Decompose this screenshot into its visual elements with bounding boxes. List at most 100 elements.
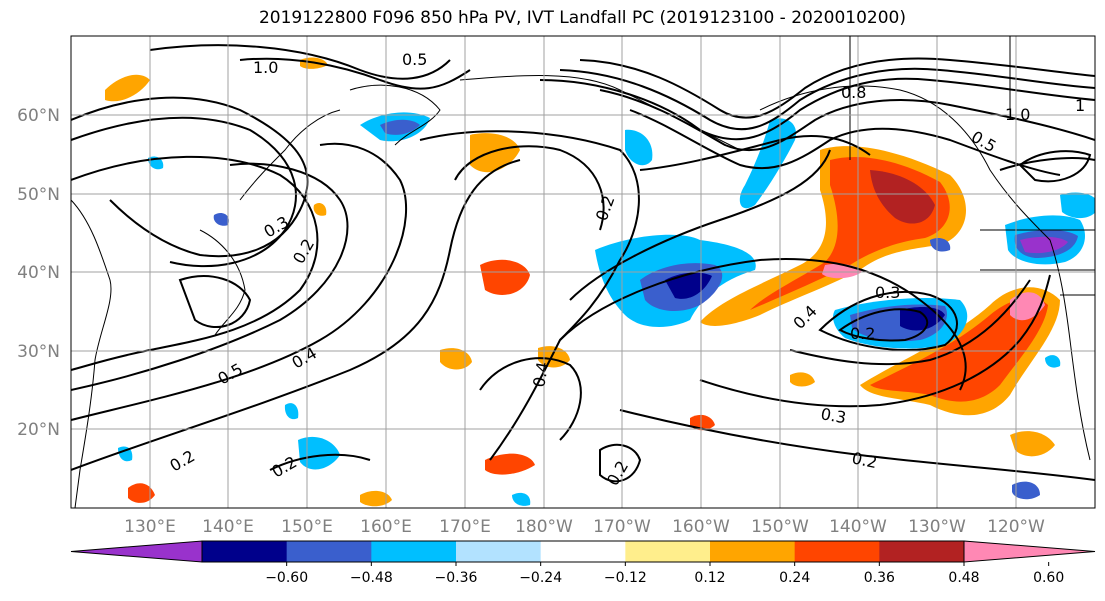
contour-label: 0.3: [875, 283, 900, 302]
contour-line: [559, 258, 967, 391]
colorbar-segment: [625, 541, 711, 562]
lon-label: 130°W: [908, 517, 966, 537]
asia-coastline: [71, 199, 112, 508]
colorbar-segment: [879, 541, 965, 562]
positive-anomaly-patch: [313, 203, 327, 216]
contour-line: [699, 274, 1051, 408]
contour-line: [454, 145, 605, 231]
positive-anomaly-patch: [690, 414, 715, 431]
colorbar-segment: [794, 541, 880, 562]
gridlines: [71, 36, 1095, 508]
positive-anomaly-patch: [105, 74, 150, 102]
latitude-labels: 60°N 50°N 40°N 30°N 20°N: [17, 106, 60, 440]
contour-label: 0.3: [819, 404, 847, 427]
contour-label: 0.8: [841, 83, 866, 102]
positive-anomaly-patch: [870, 170, 935, 224]
negative-anomaly-patch: [213, 213, 229, 226]
lon-label: 140°E: [202, 517, 254, 537]
lon-label: 120°W: [987, 517, 1045, 537]
colorbar-tick-label: −0.36: [435, 570, 478, 586]
contour-line: [71, 116, 297, 268]
contour-line: [619, 409, 1095, 481]
positive-anomaly-patch: [870, 297, 1048, 402]
positive-anomaly-patch: [485, 453, 535, 475]
colorbar-segment: [710, 541, 796, 562]
lat-label: 50°N: [17, 185, 60, 205]
colorbar-outline: [201, 540, 965, 563]
contour-line: [999, 157, 1095, 171]
negative-anomaly-patch: [1060, 192, 1095, 219]
colorbar-tick-label: −0.24: [519, 570, 562, 586]
pv-contours: [71, 44, 1095, 483]
negative-anomaly-patch: [900, 307, 945, 331]
contour-line: [71, 155, 319, 371]
contour-line: [579, 57, 1095, 119]
contour-label: 0.2: [850, 448, 879, 472]
colorbar-segment: [540, 541, 626, 562]
colorbar-tick-label: −0.60: [265, 570, 308, 586]
positive-anomaly-patch: [360, 490, 392, 507]
lon-label: 140°W: [829, 517, 887, 537]
contour-line: [599, 443, 642, 483]
lon-label: 160°E: [360, 517, 412, 537]
contour-line: [569, 149, 831, 301]
negative-anomaly-patch: [930, 238, 951, 252]
contour-line: [71, 96, 309, 258]
positive-anomaly-patch: [128, 483, 155, 503]
contour-line: [1018, 150, 1092, 183]
contour-label: 1.0: [1005, 105, 1030, 124]
lon-label: 160°W: [672, 517, 730, 537]
contour-line: [838, 308, 929, 342]
colorbar-segment: [371, 541, 457, 562]
aleutian-coastline: [459, 75, 741, 151]
negative-anomaly-patch: [284, 403, 299, 420]
colorbar-segment: [456, 541, 542, 562]
colorbar: −0.60 −0.48 −0.36 −0.24 −0.12 0.12 0.24 0.36 0.4…: [70, 540, 1096, 586]
colorbar-tick-label: 0.60: [1033, 570, 1064, 586]
contour-line: [629, 109, 1061, 176]
contour-line: [71, 162, 349, 391]
positive-anomaly-patch: [480, 259, 530, 295]
positive-anomaly-patch: [470, 133, 520, 173]
colorbar-tick-label: −0.12: [604, 570, 647, 586]
colorbar-extend-max: [963, 540, 1096, 563]
contour-line: [239, 57, 471, 90]
lon-label: 150°W: [751, 517, 809, 537]
lat-label: 40°N: [17, 263, 60, 283]
contour-label: 0.2: [850, 324, 875, 343]
contour-line: [789, 279, 1031, 366]
contour-label: 1.0: [253, 58, 278, 77]
negative-anomaly-patch: [512, 492, 531, 506]
negative-anomaly-patch: [1012, 481, 1040, 500]
negative-anomaly-patch: [1020, 236, 1068, 254]
positive-anomaly-patch: [1010, 431, 1055, 457]
na-coastline: [759, 85, 1091, 461]
map-title: 2019122800 F096 850 hPa PV, IVT Landfall…: [258, 8, 906, 28]
positive-anomaly-patch: [440, 348, 472, 370]
pv-shading: [105, 57, 1095, 507]
colorbar-extend-min: [70, 540, 203, 563]
lon-label: 180°W: [515, 517, 573, 537]
lat-label: 60°N: [17, 106, 60, 126]
negative-anomaly-patch: [298, 436, 340, 470]
coastlines: [71, 36, 1095, 508]
colorbar-tick-label: 0.36: [864, 570, 895, 586]
lat-label: 20°N: [17, 420, 60, 440]
longitude-labels: 130°E 140°E 150°E 160°E 170°E 180°W 170°…: [124, 517, 1045, 537]
contour-line: [178, 275, 252, 329]
negative-anomaly-patch: [665, 272, 712, 299]
japan-coastline: [199, 229, 246, 336]
contour-line: [559, 67, 1095, 131]
contour-line: [818, 291, 958, 351]
lon-label: 170°E: [439, 517, 491, 537]
colorbar-segment: [202, 541, 288, 562]
contour-line: [539, 77, 1095, 141]
contour-line: [71, 159, 521, 471]
contour-line: [479, 357, 582, 441]
lon-label: 130°E: [124, 517, 176, 537]
colorbar-tick-label: 0.24: [779, 570, 810, 586]
contour-line: [419, 130, 640, 461]
lat-label: 30°N: [17, 342, 60, 362]
contour-line: [71, 142, 408, 421]
